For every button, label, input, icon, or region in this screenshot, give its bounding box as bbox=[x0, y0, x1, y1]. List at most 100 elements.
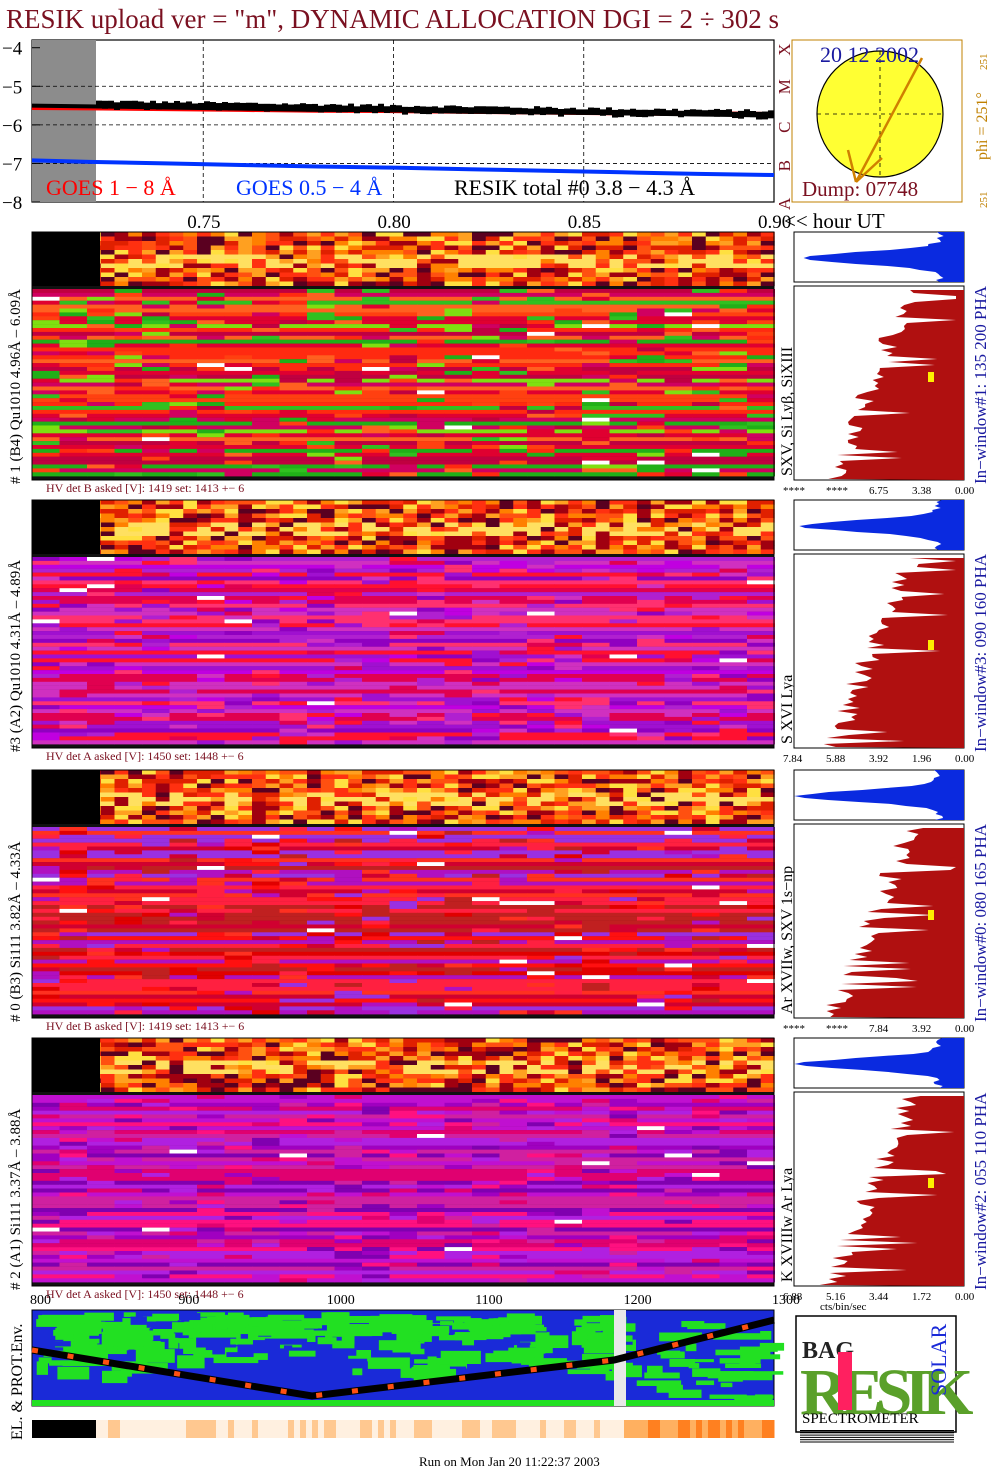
strip-cell bbox=[609, 232, 624, 237]
spectrogram-cell bbox=[59, 460, 88, 465]
spectrogram-cell bbox=[59, 289, 88, 294]
spectrogram-cell bbox=[417, 677, 445, 682]
spectrogram-cell bbox=[444, 382, 473, 387]
spectrogram-cell bbox=[692, 421, 720, 426]
spectrogram-cell bbox=[334, 658, 363, 663]
spectrogram-cell bbox=[114, 316, 143, 321]
strip-cell bbox=[678, 819, 693, 825]
strip-cell bbox=[252, 518, 266, 523]
spectrogram-cell bbox=[59, 437, 88, 442]
strip-cell bbox=[169, 522, 184, 528]
spectrogram-cell bbox=[472, 398, 500, 403]
spectrogram-cell bbox=[499, 607, 528, 612]
spectrogram-cell bbox=[417, 642, 445, 647]
spectrogram-cell bbox=[692, 429, 720, 434]
spectrogram-cell bbox=[87, 572, 115, 577]
spectrogram-cell bbox=[362, 296, 390, 301]
spectrogram-cell bbox=[444, 701, 473, 706]
spectrogram-cell bbox=[747, 850, 775, 855]
strip-cell bbox=[637, 263, 651, 269]
spectrogram-cell bbox=[527, 736, 555, 741]
spectrogram-cell bbox=[307, 697, 335, 702]
spectrogram-cell bbox=[389, 339, 418, 344]
strip-cell bbox=[238, 263, 253, 269]
strip-cell bbox=[444, 819, 459, 825]
spectrogram-cell bbox=[527, 433, 555, 438]
spectrogram-cell bbox=[527, 343, 555, 348]
strip-cell bbox=[444, 500, 459, 505]
spectrogram-cell bbox=[32, 347, 60, 352]
strip-cell bbox=[540, 810, 555, 816]
strip-cell bbox=[114, 531, 129, 537]
strip-cell bbox=[252, 797, 266, 802]
spectrogram-cell bbox=[747, 658, 775, 663]
spectrogram-cell bbox=[527, 429, 555, 434]
strip-cell bbox=[719, 254, 734, 260]
spectrogram-cell bbox=[554, 701, 583, 706]
spectrogram-cell bbox=[197, 666, 225, 671]
spectrogram-cell bbox=[609, 564, 638, 569]
spectrogram-cell bbox=[169, 638, 198, 643]
strip-cell bbox=[705, 504, 720, 510]
strip-cell bbox=[733, 272, 748, 278]
spectrogram-cell bbox=[472, 320, 500, 325]
strip-cell bbox=[307, 783, 321, 789]
strip-cell bbox=[595, 268, 610, 273]
spectrogram-cell bbox=[389, 367, 418, 372]
strip-cell bbox=[513, 254, 528, 260]
spectrogram-cell bbox=[362, 584, 390, 589]
strip-cell bbox=[417, 518, 431, 523]
spectrogram-cell bbox=[719, 445, 748, 450]
spectrogram-cell bbox=[637, 681, 665, 686]
strip-cell bbox=[595, 263, 610, 269]
resik-noise-segment bbox=[714, 108, 720, 117]
strip-cell bbox=[637, 509, 651, 514]
strip-cell bbox=[637, 277, 651, 282]
spectrogram-cell bbox=[444, 312, 473, 317]
strip-cell bbox=[334, 815, 349, 820]
spectrogram-cell bbox=[719, 611, 748, 616]
hv-setting: HV det B asked [V]: 1419 set: 1413 +− 6 bbox=[46, 481, 244, 495]
strip-cell bbox=[279, 281, 294, 287]
strip-cell bbox=[100, 259, 115, 264]
spectrogram-cell bbox=[307, 335, 335, 340]
strip-cell bbox=[265, 250, 280, 255]
spectrogram-cell bbox=[87, 456, 115, 461]
spectrogram-cell bbox=[417, 378, 445, 383]
strip-cell bbox=[362, 513, 376, 519]
spectrogram-cell bbox=[609, 709, 638, 714]
spectrogram-cell bbox=[362, 681, 390, 686]
strip-cell bbox=[747, 245, 761, 251]
spectrogram-cell bbox=[87, 445, 115, 450]
strip-cell bbox=[224, 259, 239, 264]
spectrogram-cell bbox=[32, 437, 60, 442]
spectrogram-cell bbox=[224, 736, 253, 741]
spectrogram-cell bbox=[307, 452, 335, 457]
spectrogram-cell bbox=[197, 425, 225, 430]
spectrogram-cell bbox=[472, 685, 500, 690]
strip-cell bbox=[183, 245, 198, 251]
strip-cell bbox=[705, 263, 720, 269]
strip-cell bbox=[183, 540, 198, 546]
spectrogram-cell bbox=[334, 850, 363, 855]
spectrogram-cell bbox=[664, 603, 693, 608]
spectrogram-cell bbox=[664, 413, 693, 418]
spectrogram-cell bbox=[87, 292, 115, 297]
strip-cell bbox=[389, 815, 404, 820]
spectrogram-cell bbox=[59, 650, 88, 655]
spectrogram-cell bbox=[362, 409, 390, 414]
spectrogram-cell bbox=[747, 854, 775, 859]
strip-cell bbox=[307, 522, 321, 528]
spectrogram-cell bbox=[747, 452, 775, 457]
spectrogram-cell bbox=[114, 433, 143, 438]
spectrogram-cell bbox=[252, 292, 280, 297]
spectrogram-cell bbox=[169, 324, 198, 329]
spectrogram-cell bbox=[307, 736, 335, 741]
resik-noise-segment bbox=[120, 100, 126, 109]
spectrogram-cell bbox=[719, 441, 748, 446]
spectrogram-cell bbox=[747, 564, 775, 569]
spectrogram-cell bbox=[499, 685, 528, 690]
spectrogram-cell bbox=[417, 351, 445, 356]
spectrogram-cell bbox=[114, 599, 143, 604]
strip-cell bbox=[568, 770, 583, 775]
